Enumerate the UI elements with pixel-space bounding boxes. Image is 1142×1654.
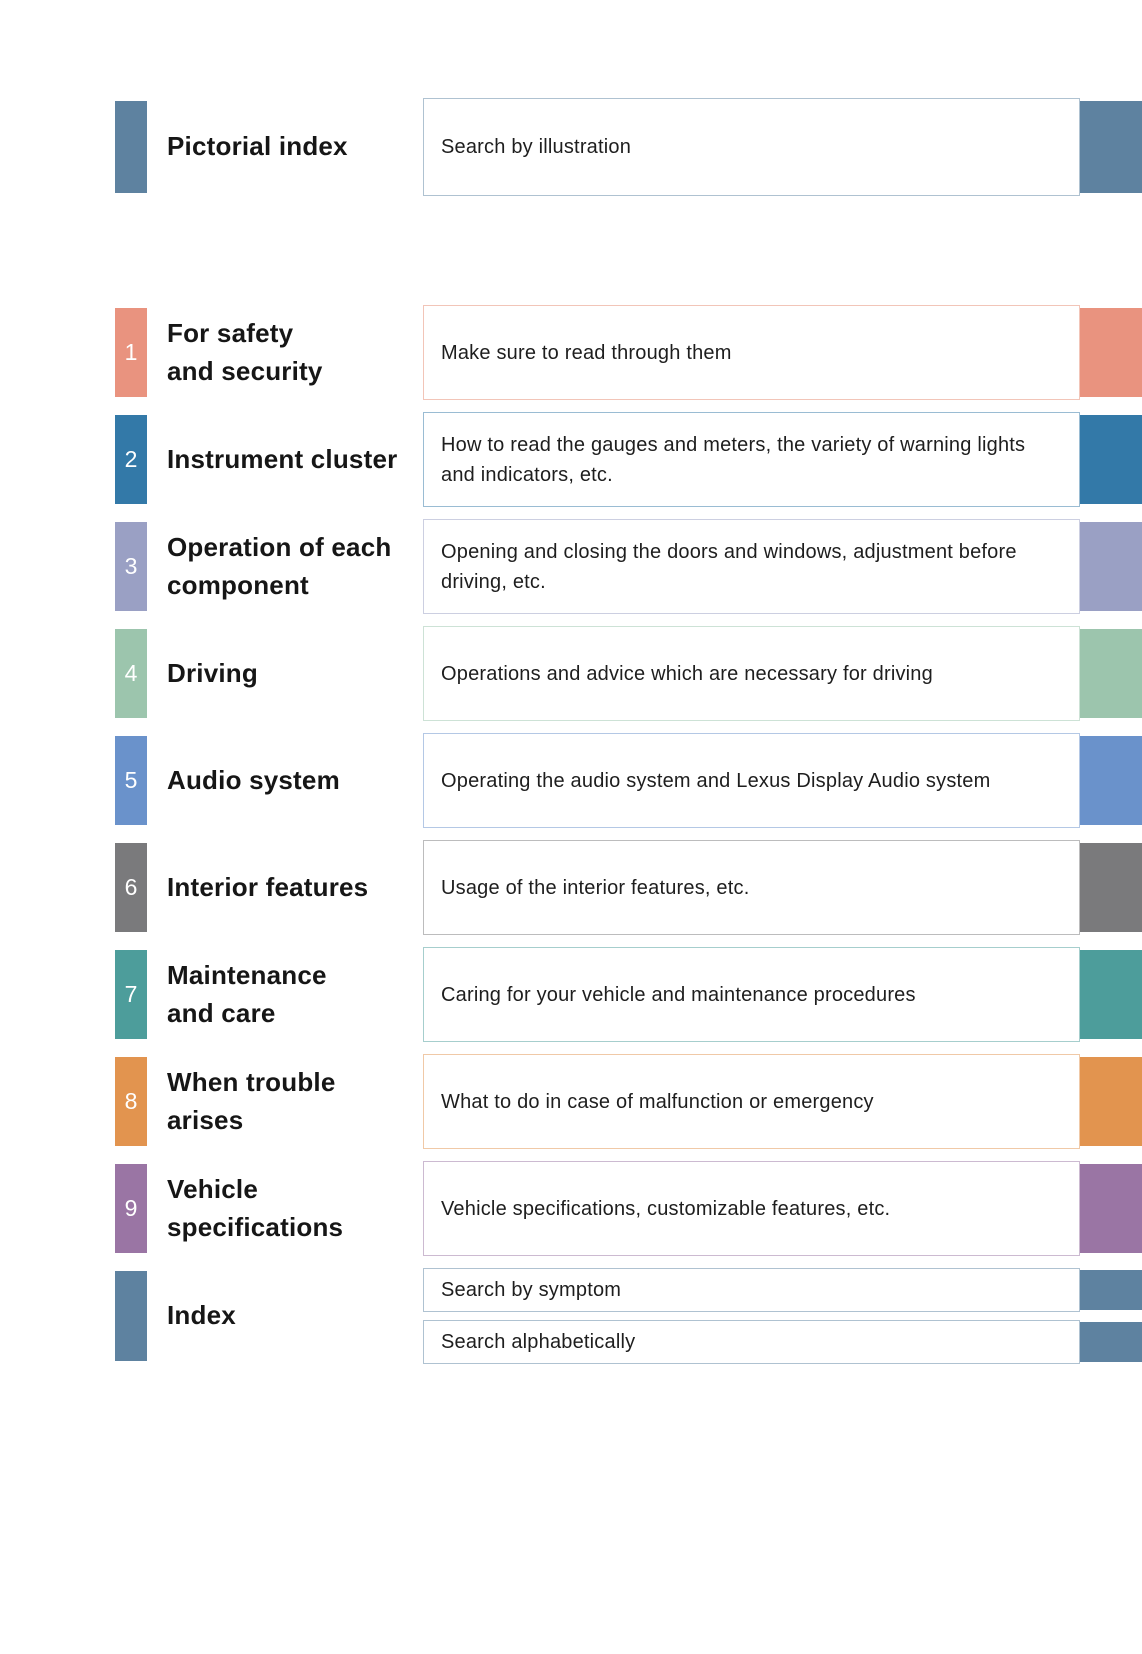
section-description: Vehicle specifications, customizable fea… xyxy=(441,1197,891,1220)
section-right-tab xyxy=(1080,1164,1142,1253)
pictorial-index-left-tab xyxy=(115,101,147,193)
section-row: 4 Driving Operations and advice which ar… xyxy=(115,626,1142,721)
index-items: Search by symptom Search alphabetically xyxy=(423,1268,1142,1364)
section-title-wrap: When trouble arises xyxy=(147,1054,423,1149)
section-title: Interior features xyxy=(167,871,369,902)
section-number-tab: 5 xyxy=(115,736,147,825)
section-title: Driving xyxy=(167,657,258,688)
section-description: Make sure to read through them xyxy=(441,341,732,364)
pictorial-index-row: Pictorial index Search by illustration xyxy=(115,98,1142,196)
section-row: 7 Maintenance and care Caring for your v… xyxy=(115,947,1142,1042)
section-description: What to do in case of malfunction or eme… xyxy=(441,1090,874,1113)
index-row: Index Search by symptom Search alphabeti… xyxy=(115,1268,1142,1364)
index-item-box: Search by symptom xyxy=(423,1268,1080,1312)
section-row: 9 Vehicle specifications Vehicle specifi… xyxy=(115,1161,1142,1256)
section-number: 5 xyxy=(124,767,138,793)
section-number: 6 xyxy=(124,874,138,900)
section-title-wrap: Maintenance and care xyxy=(147,947,423,1042)
section-row: 1 For safety and security Make sure to r… xyxy=(115,305,1142,400)
section-row: 5 Audio system Operating the audio syste… xyxy=(115,733,1142,828)
section-title-wrap: For safety and security xyxy=(147,305,423,400)
index-item-label: Search by symptom xyxy=(441,1279,622,1301)
index-item-box: Search alphabetically xyxy=(423,1320,1080,1364)
section-description: Operations and advice which are necessar… xyxy=(441,662,933,685)
pictorial-index-title: Pictorial index xyxy=(167,131,348,162)
section-rows: 1 For safety and security Make sure to r… xyxy=(0,305,1142,1256)
section-right-tab xyxy=(1080,308,1142,397)
index-item: Search by symptom xyxy=(423,1268,1142,1312)
section-right-tab xyxy=(1080,415,1142,504)
section-description-box: Vehicle specifications, customizable fea… xyxy=(423,1161,1080,1256)
section-description: Usage of the interior features, etc. xyxy=(441,876,750,899)
section-number-tab: 7 xyxy=(115,950,147,1039)
section-description: How to read the gauges and meters, the v… xyxy=(441,433,1026,486)
section-description-box: Opening and closing the doors and window… xyxy=(423,519,1080,614)
pictorial-index-description: Search by illustration xyxy=(441,136,632,158)
section-title-wrap: Operation of each component xyxy=(147,519,423,614)
section-row: 2 Instrument cluster How to read the gau… xyxy=(115,412,1142,507)
section-right-tab xyxy=(1080,736,1142,825)
pictorial-index-description-box: Search by illustration xyxy=(423,98,1080,196)
section-description-box: Usage of the interior features, etc. xyxy=(423,840,1080,935)
section-description: Operating the audio system and Lexus Dis… xyxy=(441,769,991,792)
section-description-box: Operations and advice which are necessar… xyxy=(423,626,1080,721)
section-description-box: How to read the gauges and meters, the v… xyxy=(423,412,1080,507)
section-number-tab: 8 xyxy=(115,1057,147,1146)
section-description: Caring for your vehicle and maintenance … xyxy=(441,983,916,1006)
section-title: Audio system xyxy=(167,764,340,795)
section-title-wrap: Instrument cluster xyxy=(147,412,423,507)
section-description-box: Operating the audio system and Lexus Dis… xyxy=(423,733,1080,828)
section-number-tab: 3 xyxy=(115,522,147,611)
index-item: Search alphabetically xyxy=(423,1320,1142,1364)
index-left-tab xyxy=(115,1271,147,1361)
index-title: Index xyxy=(167,1300,236,1331)
pictorial-index-title-wrap: Pictorial index xyxy=(147,98,423,196)
section-row: 8 When trouble arises What to do in case… xyxy=(115,1054,1142,1149)
index-title-wrap: Index xyxy=(147,1268,423,1364)
section-title-wrap: Audio system xyxy=(147,733,423,828)
section-number-tab: 4 xyxy=(115,629,147,718)
section-row: 3 Operation of each component Opening an… xyxy=(115,519,1142,614)
section-number-tab: 1 xyxy=(115,308,147,397)
section-number: 9 xyxy=(124,1195,138,1221)
section-title: Vehicle specifications xyxy=(167,1173,344,1242)
section-number: 7 xyxy=(124,981,138,1007)
pictorial-index-right-tab xyxy=(1080,101,1142,193)
section-description-box: What to do in case of malfunction or eme… xyxy=(423,1054,1080,1149)
section-title: When trouble arises xyxy=(167,1066,336,1135)
section-title-wrap: Vehicle specifications xyxy=(147,1161,423,1256)
section-row: 6 Interior features Usage of the interio… xyxy=(115,840,1142,935)
section-number: 2 xyxy=(124,446,138,472)
section-right-tab xyxy=(1080,629,1142,718)
section-right-tab xyxy=(1080,843,1142,932)
section-number: 4 xyxy=(124,660,138,686)
section-right-tab xyxy=(1080,950,1142,1039)
section-number: 3 xyxy=(124,553,138,579)
section-right-tab xyxy=(1080,522,1142,611)
section-description-box: Caring for your vehicle and maintenance … xyxy=(423,947,1080,1042)
index-item-right-tab xyxy=(1080,1270,1142,1310)
section-title: Maintenance and care xyxy=(167,959,327,1028)
section-title-wrap: Interior features xyxy=(147,840,423,935)
index-item-label: Search alphabetically xyxy=(441,1331,636,1353)
section-number: 1 xyxy=(124,339,138,365)
section-right-tab xyxy=(1080,1057,1142,1146)
section-title-wrap: Driving xyxy=(147,626,423,721)
index-item-right-tab xyxy=(1080,1322,1142,1362)
section-title: Operation of each component xyxy=(167,531,392,600)
section-title: Instrument cluster xyxy=(167,443,398,474)
section-number-tab: 2 xyxy=(115,415,147,504)
section-description-box: Make sure to read through them xyxy=(423,305,1080,400)
section-number-tab: 6 xyxy=(115,843,147,932)
section-number-tab: 9 xyxy=(115,1164,147,1253)
section-title: For safety and security xyxy=(167,317,323,386)
section-description: Opening and closing the doors and window… xyxy=(441,540,1017,593)
section-number: 8 xyxy=(124,1088,138,1114)
